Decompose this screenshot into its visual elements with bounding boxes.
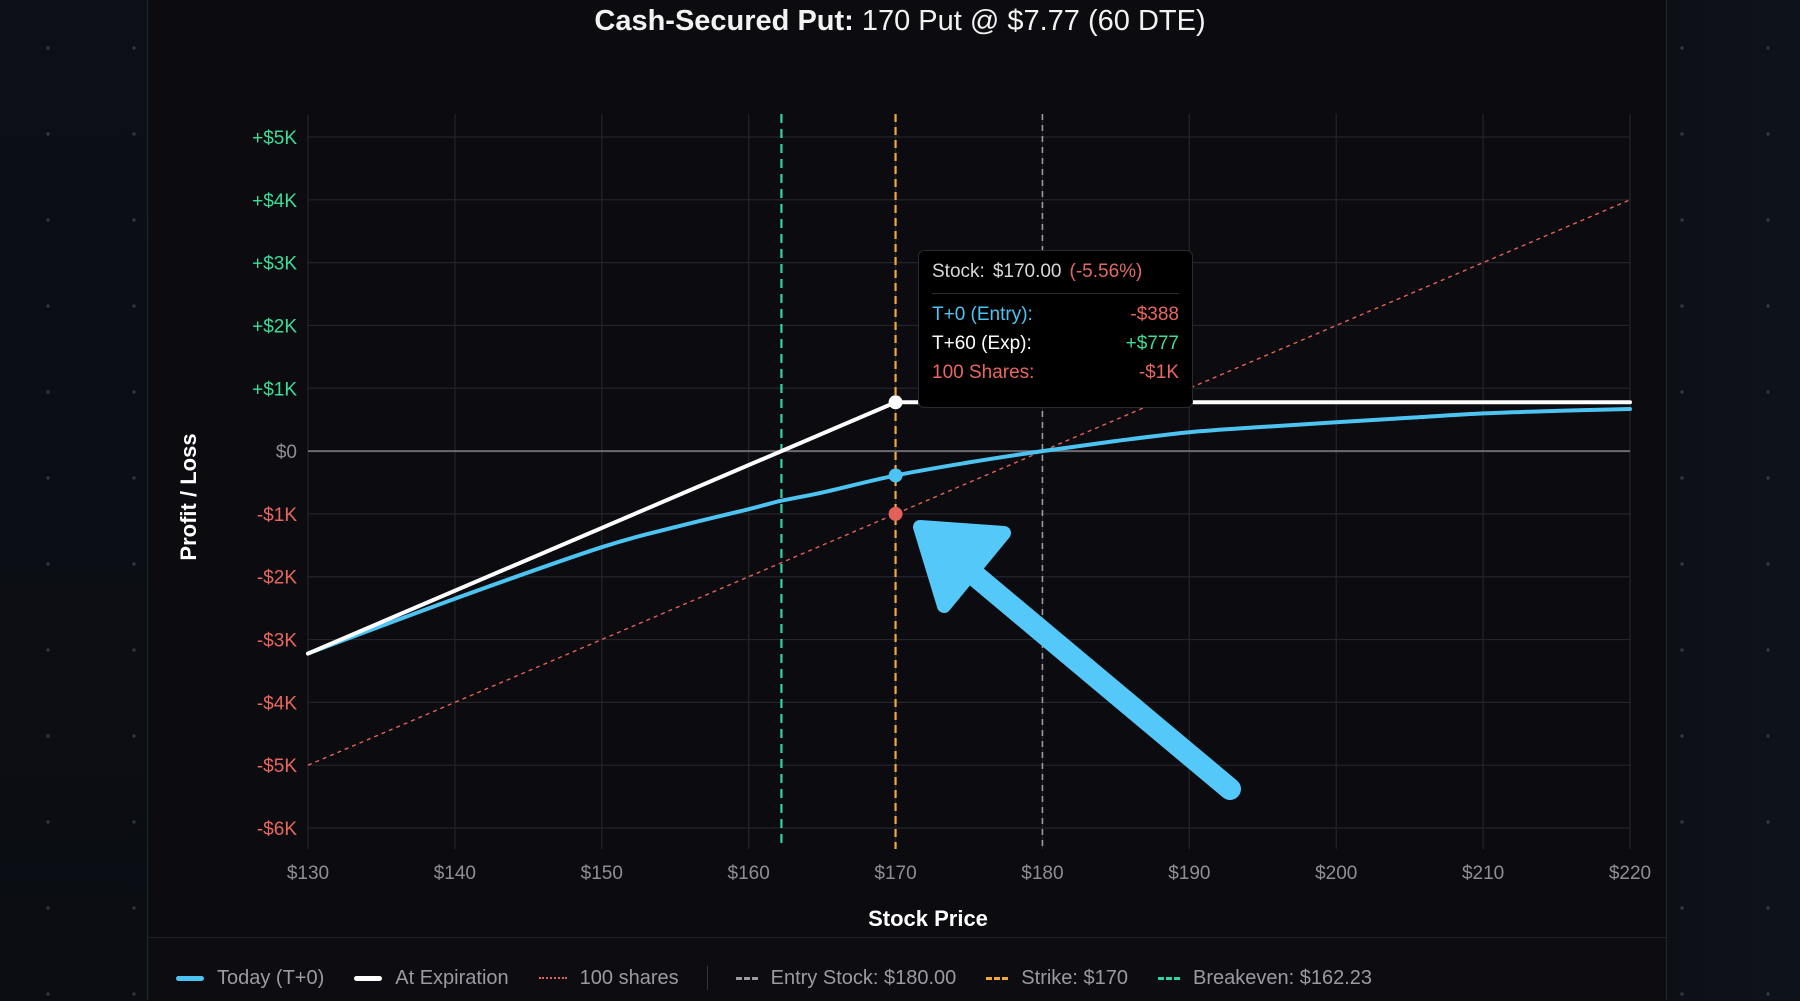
y-tick-label: -$5K: [257, 756, 297, 777]
series-line-0: [306, 407, 1632, 656]
y-tick-label: +$4K: [252, 191, 297, 212]
y-axis-title: Profit / Loss: [176, 433, 201, 560]
tooltip-exp-value: +$777: [1125, 333, 1179, 354]
legend-label-entry: Entry Stock: $180.00: [770, 966, 957, 989]
solid-line-swatch-icon: [354, 975, 383, 981]
y-tick-label: -$4K: [257, 693, 297, 714]
legend-item-expiration[interactable]: At Expiration: [354, 966, 509, 990]
x-tick-label: $190: [1168, 863, 1210, 884]
tooltip-t0-value: -$388: [1130, 304, 1179, 325]
y-tick-label: $0: [276, 442, 297, 463]
tooltip-t0-label: T+0 (Entry):: [932, 304, 1033, 325]
chart-title-strategy: Cash-Secured Put:: [594, 5, 854, 37]
x-tick-label: $210: [1462, 863, 1504, 884]
arrow-shaft: [961, 562, 1241, 800]
y-tick-label: -$6K: [257, 819, 297, 840]
tooltip-shares-label: 100 Shares:: [932, 362, 1035, 383]
dashed-line-swatch-icon: [735, 976, 758, 980]
background-left: [0, 0, 147, 1000]
chart-title: Cash-Secured Put: 170 Put @ $7.77 (60 DTE…: [0, 2, 1800, 40]
tooltip-row-shares: 100 Shares: -$1K: [932, 358, 1179, 387]
chart-legend: Today (T+0) At Expiration 100 shares Ent…: [176, 965, 1402, 991]
y-axis-ticks: +$5K +$4K +$3K +$2K +$1K $0 -$1K -$2K -$3K -$4K -$…: [252, 128, 297, 840]
legend-item-breakeven[interactable]: Breakeven: $162.23: [1158, 967, 1372, 990]
tooltip-header: Stock: $170.00 (-5.56%): [932, 261, 1179, 294]
hover-tooltip: Stock: $170.00 (-5.56%) T+0 (Entry): -$3…: [918, 250, 1193, 408]
tooltip-stock-value: $170.00: [992, 261, 1062, 282]
y-tick-label: -$3K: [257, 631, 297, 652]
hover-marker: [888, 468, 903, 483]
annotation-arrow-icon: [913, 520, 1241, 800]
y-tick-label: +$3K: [252, 254, 297, 275]
reference-lines: [780, 114, 1044, 849]
solid-line-swatch-icon: [176, 975, 204, 981]
grid-lines: [307, 114, 1631, 849]
hover-marker: [888, 506, 903, 521]
chart-panel: [147, 0, 1667, 1000]
chart-title-detail: 170 Put @ $7.77 (60 DTE): [861, 5, 1206, 37]
tooltip-exp-label: T+60 (Exp):: [932, 333, 1032, 354]
legend-item-today[interactable]: Today (T+0): [176, 967, 324, 990]
dotted-line-swatch-icon: [538, 977, 567, 979]
y-tick-label: -$2K: [257, 568, 297, 589]
hover-markers: [888, 395, 903, 521]
x-tick-label: $170: [874, 863, 916, 884]
x-tick-label: $220: [1609, 863, 1651, 884]
legend-bar: [148, 937, 1666, 1001]
tooltip-row-t0: T+0 (Entry): -$388: [932, 300, 1179, 329]
x-axis-title: Stock Price: [868, 906, 988, 931]
x-tick-label: $160: [728, 863, 770, 884]
legend-label-breakeven: Breakeven: $162.23: [1193, 966, 1373, 989]
legend-divider: [706, 966, 708, 990]
legend-label-expiration: At Expiration: [395, 966, 509, 989]
tooltip-stock-label: Stock:: [932, 261, 985, 282]
y-tick-label: -$1K: [257, 505, 297, 526]
y-tick-label: +$2K: [252, 316, 297, 337]
dashed-line-swatch-icon: [1158, 976, 1181, 980]
legend-label-shares: 100 shares: [579, 966, 679, 989]
x-tick-label: $130: [287, 863, 329, 884]
background-right: [1667, 0, 1800, 1000]
legend-label-strike: Strike: $170: [1021, 966, 1129, 989]
tooltip-shares-value: -$1K: [1138, 362, 1179, 383]
x-tick-label: $200: [1315, 863, 1357, 884]
y-tick-label: +$1K: [252, 379, 297, 400]
dashed-line-swatch-icon: [986, 976, 1009, 980]
legend-item-strike[interactable]: Strike: $170: [986, 967, 1128, 990]
hover-marker: [888, 395, 903, 410]
legend-item-shares[interactable]: 100 shares: [538, 966, 679, 990]
tooltip-stock-change: (-5.56%): [1069, 261, 1143, 282]
y-tick-label: +$5K: [252, 128, 297, 149]
arrow-head: [913, 520, 1011, 613]
x-tick-label: $140: [434, 863, 476, 884]
legend-item-entry[interactable]: Entry Stock: $180.00: [735, 966, 957, 990]
x-axis-ticks: $130 $140 $150 $160 $170 $180 $190 $200 $210 $220: [287, 863, 1651, 884]
x-tick-label: $180: [1021, 863, 1063, 884]
tooltip-row-expiration: T+60 (Exp): +$777: [932, 329, 1179, 358]
x-tick-label: $150: [581, 863, 623, 884]
legend-label-today: Today (T+0): [217, 966, 325, 989]
